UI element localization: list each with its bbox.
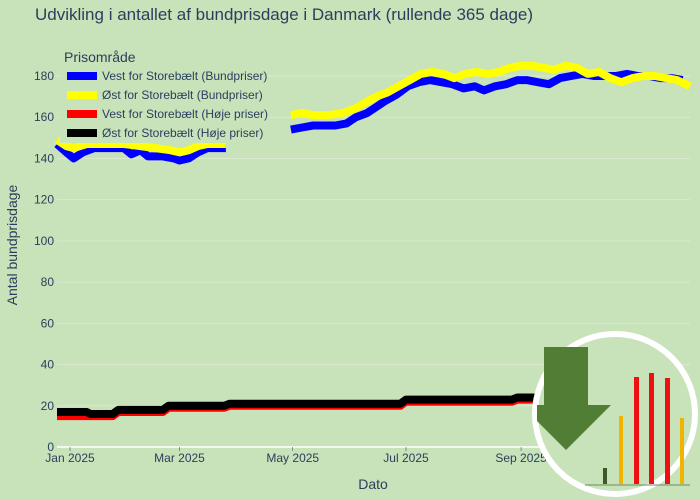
legend-title: Prisområde: [64, 49, 136, 65]
y-axis-title: Antal bundprisdage: [4, 184, 20, 305]
y-tick-label: 120: [34, 193, 54, 207]
legend-item-label: Øst for Storebælt (Bundpriser): [102, 88, 263, 102]
y-tick-label: 20: [41, 399, 55, 413]
x-axis-ticks: Jan 2025 Mar 2025 May 2025 Jul 2025 Sep 2025: [45, 447, 547, 465]
series-line-0[interactable]: [54, 69, 684, 165]
y-axis-ticks: 0 20 40 60 80 100 120 140 160 180: [34, 69, 54, 454]
legend-item-label: Vest for Storebælt (Bundpriser): [102, 69, 267, 83]
x-tick-label: Sep 2025: [495, 451, 547, 465]
legend-item-label: Øst for Storebælt (Høje priser): [102, 126, 263, 140]
legend-item-bg[interactable]: [60, 69, 265, 86]
y-tick-label: 180: [34, 69, 54, 83]
y-tick-label: 160: [34, 110, 54, 124]
down-arrow-icon: [537, 347, 611, 450]
legend: Prisområde Vest for Storebælt (Bundprise…: [60, 49, 268, 143]
y-tick-label: 60: [41, 316, 55, 330]
y-tick-label: 40: [41, 358, 55, 372]
logo-bar-chart-icon: [585, 373, 690, 486]
x-tick-label: May 2025: [266, 451, 319, 465]
x-tick-label: Mar 2025: [154, 451, 205, 465]
series-line-1[interactable]: [54, 61, 692, 157]
legend-item-label: Vest for Storebælt (Høje priser): [102, 107, 268, 121]
logo-badge: [532, 331, 698, 497]
chart-title: Udvikling i antallet af bundprisdage i D…: [35, 5, 533, 24]
legend-item-bg[interactable]: [60, 107, 265, 124]
y-tick-label: 0: [47, 440, 54, 454]
y-tick-label: 100: [34, 234, 54, 248]
y-tick-label: 80: [41, 275, 55, 289]
y-tick-label: 140: [34, 151, 54, 165]
legend-item-bg[interactable]: [60, 88, 265, 105]
x-axis-title: Dato: [358, 476, 388, 492]
x-tick-label: Jan 2025: [45, 451, 95, 465]
x-tick-label: Jul 2025: [383, 451, 429, 465]
legend-item-bg[interactable]: [60, 126, 265, 143]
